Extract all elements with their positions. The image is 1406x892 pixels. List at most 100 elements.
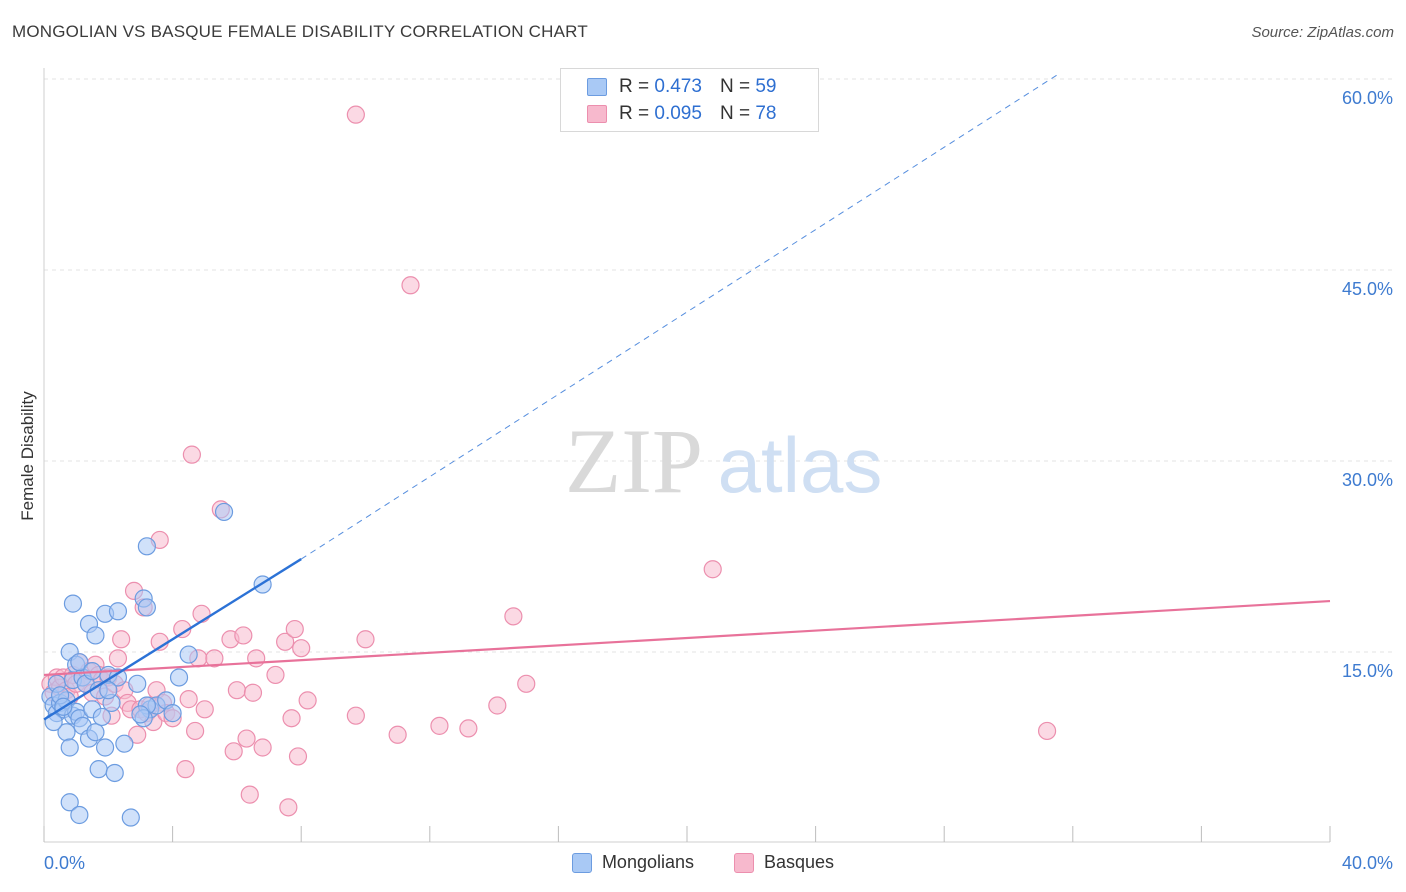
legend-swatch-blue: [571, 852, 592, 873]
basques-point: [459, 719, 478, 738]
watermark-zip: ZIP: [565, 410, 703, 512]
legend-r-value: 0.095: [654, 103, 702, 124]
mongolians-point: [137, 537, 156, 556]
legend-n-label: N =: [719, 103, 751, 124]
chart-title: MONGOLIAN VS BASQUE FEMALE DISABILITY CO…: [12, 22, 588, 41]
legend-box: R = 0.473 N = 59 R = 0.095 N = 78: [560, 68, 819, 132]
legend-swatch-blue: [587, 78, 607, 96]
mongolians-point: [163, 704, 182, 723]
basques-trend-line: [43, 599, 1331, 677]
mongolians-point: [86, 626, 105, 645]
basques-point: [237, 729, 256, 748]
legend-r-label: R =: [619, 103, 650, 124]
basques-point: [401, 276, 420, 295]
mongolians-point: [128, 674, 147, 693]
mongolians-point: [89, 760, 108, 779]
basques-point: [253, 738, 272, 757]
legend-label-mongolians: Mongolians: [601, 852, 694, 872]
legend-swatch-pink: [587, 105, 607, 123]
basques-point: [430, 716, 449, 735]
legend-r-label: R =: [619, 76, 650, 97]
basques-point: [182, 445, 201, 464]
basques-point: [112, 630, 131, 649]
y-tick-label: 45.0%: [1342, 279, 1393, 299]
mongolians-point: [99, 681, 118, 700]
x-tick-label: 0.0%: [44, 853, 85, 873]
basques-point: [192, 604, 211, 623]
basques-point: [186, 721, 205, 741]
mongolians-point: [131, 705, 150, 724]
mongolians-point: [60, 738, 79, 757]
legend-item-mongolians[interactable]: Mongolians: [571, 852, 694, 873]
basques-point: [176, 760, 195, 779]
basques-point: [240, 785, 259, 804]
mongolians-point: [92, 707, 111, 727]
mongolians-point: [105, 763, 124, 783]
mongolians-point: [86, 723, 105, 742]
mongolians-point: [70, 805, 89, 825]
legend-row-mongolians: R = 0.473 N = 59: [587, 75, 776, 99]
basques-point: [108, 649, 128, 668]
basques-point: [388, 725, 407, 744]
watermark-atlas: atlas: [718, 421, 883, 509]
legend-label-basques: Basques: [764, 852, 835, 872]
basques-point: [243, 683, 263, 702]
basques-point: [356, 630, 375, 649]
basques-point: [279, 798, 298, 817]
axes: [43, 68, 1331, 843]
basques-point: [504, 607, 523, 626]
basques-point: [298, 691, 317, 710]
legend-r-value: 0.473: [654, 76, 702, 97]
y-tick-label: 60.0%: [1342, 88, 1393, 108]
grid-lines: [44, 78, 1392, 653]
basques-point: [128, 725, 147, 744]
legend-row-basques: R = 0.095 N = 78: [587, 102, 776, 126]
basques-point: [227, 681, 246, 700]
mongolians-point: [214, 502, 234, 522]
mongolians-trend-line: [43, 558, 302, 721]
basques-point: [292, 639, 311, 658]
basques-point: [205, 649, 224, 668]
legend-n-value: 78: [755, 103, 777, 124]
mongolians-points: [41, 502, 272, 827]
basques-point: [276, 632, 295, 651]
bottom-legend: Mongolians Basques: [0, 852, 1406, 873]
basques-point: [517, 674, 536, 693]
basques-point: [346, 105, 365, 124]
mongolians-point: [70, 653, 89, 672]
basques-point: [224, 742, 243, 761]
basques-point: [266, 665, 285, 685]
basques-point: [195, 700, 214, 719]
basques-point: [282, 709, 301, 728]
mongolians-point: [137, 598, 156, 617]
basques-point: [288, 747, 308, 766]
basques-point: [1037, 721, 1057, 741]
basques-point: [488, 696, 507, 715]
legend-n-value: 59: [755, 76, 777, 97]
mongolians-point: [60, 793, 79, 812]
basques-point: [179, 690, 198, 709]
basques-point: [346, 706, 365, 725]
tick-labels: 15.0% 30.0% 45.0% 60.0% 0.0% 40.0%: [44, 88, 1393, 873]
watermark: ZIP atlas: [565, 410, 882, 512]
basques-point: [703, 560, 722, 579]
basques-point: [285, 619, 304, 639]
mongolians-point: [95, 738, 115, 757]
basques-point: [247, 649, 266, 668]
mongolians-point: [63, 594, 83, 613]
y-tick-label: 15.0%: [1342, 661, 1393, 681]
mongolians-point: [108, 602, 128, 621]
trend-lines: [43, 74, 1331, 721]
mongolians-point: [115, 734, 134, 753]
legend-n-label: N =: [719, 76, 751, 97]
mongolians-point: [179, 645, 198, 664]
source-label: Source: ZipAtlas.com: [1251, 24, 1394, 41]
mongolians-point: [121, 808, 140, 827]
mongolians-point: [169, 668, 189, 687]
basques-point: [234, 626, 253, 645]
legend-item-basques[interactable]: Basques: [734, 852, 834, 873]
y-tick-label: 30.0%: [1342, 470, 1393, 490]
legend-swatch-pink: [734, 852, 754, 873]
x-tick-label: 40.0%: [1342, 853, 1393, 873]
